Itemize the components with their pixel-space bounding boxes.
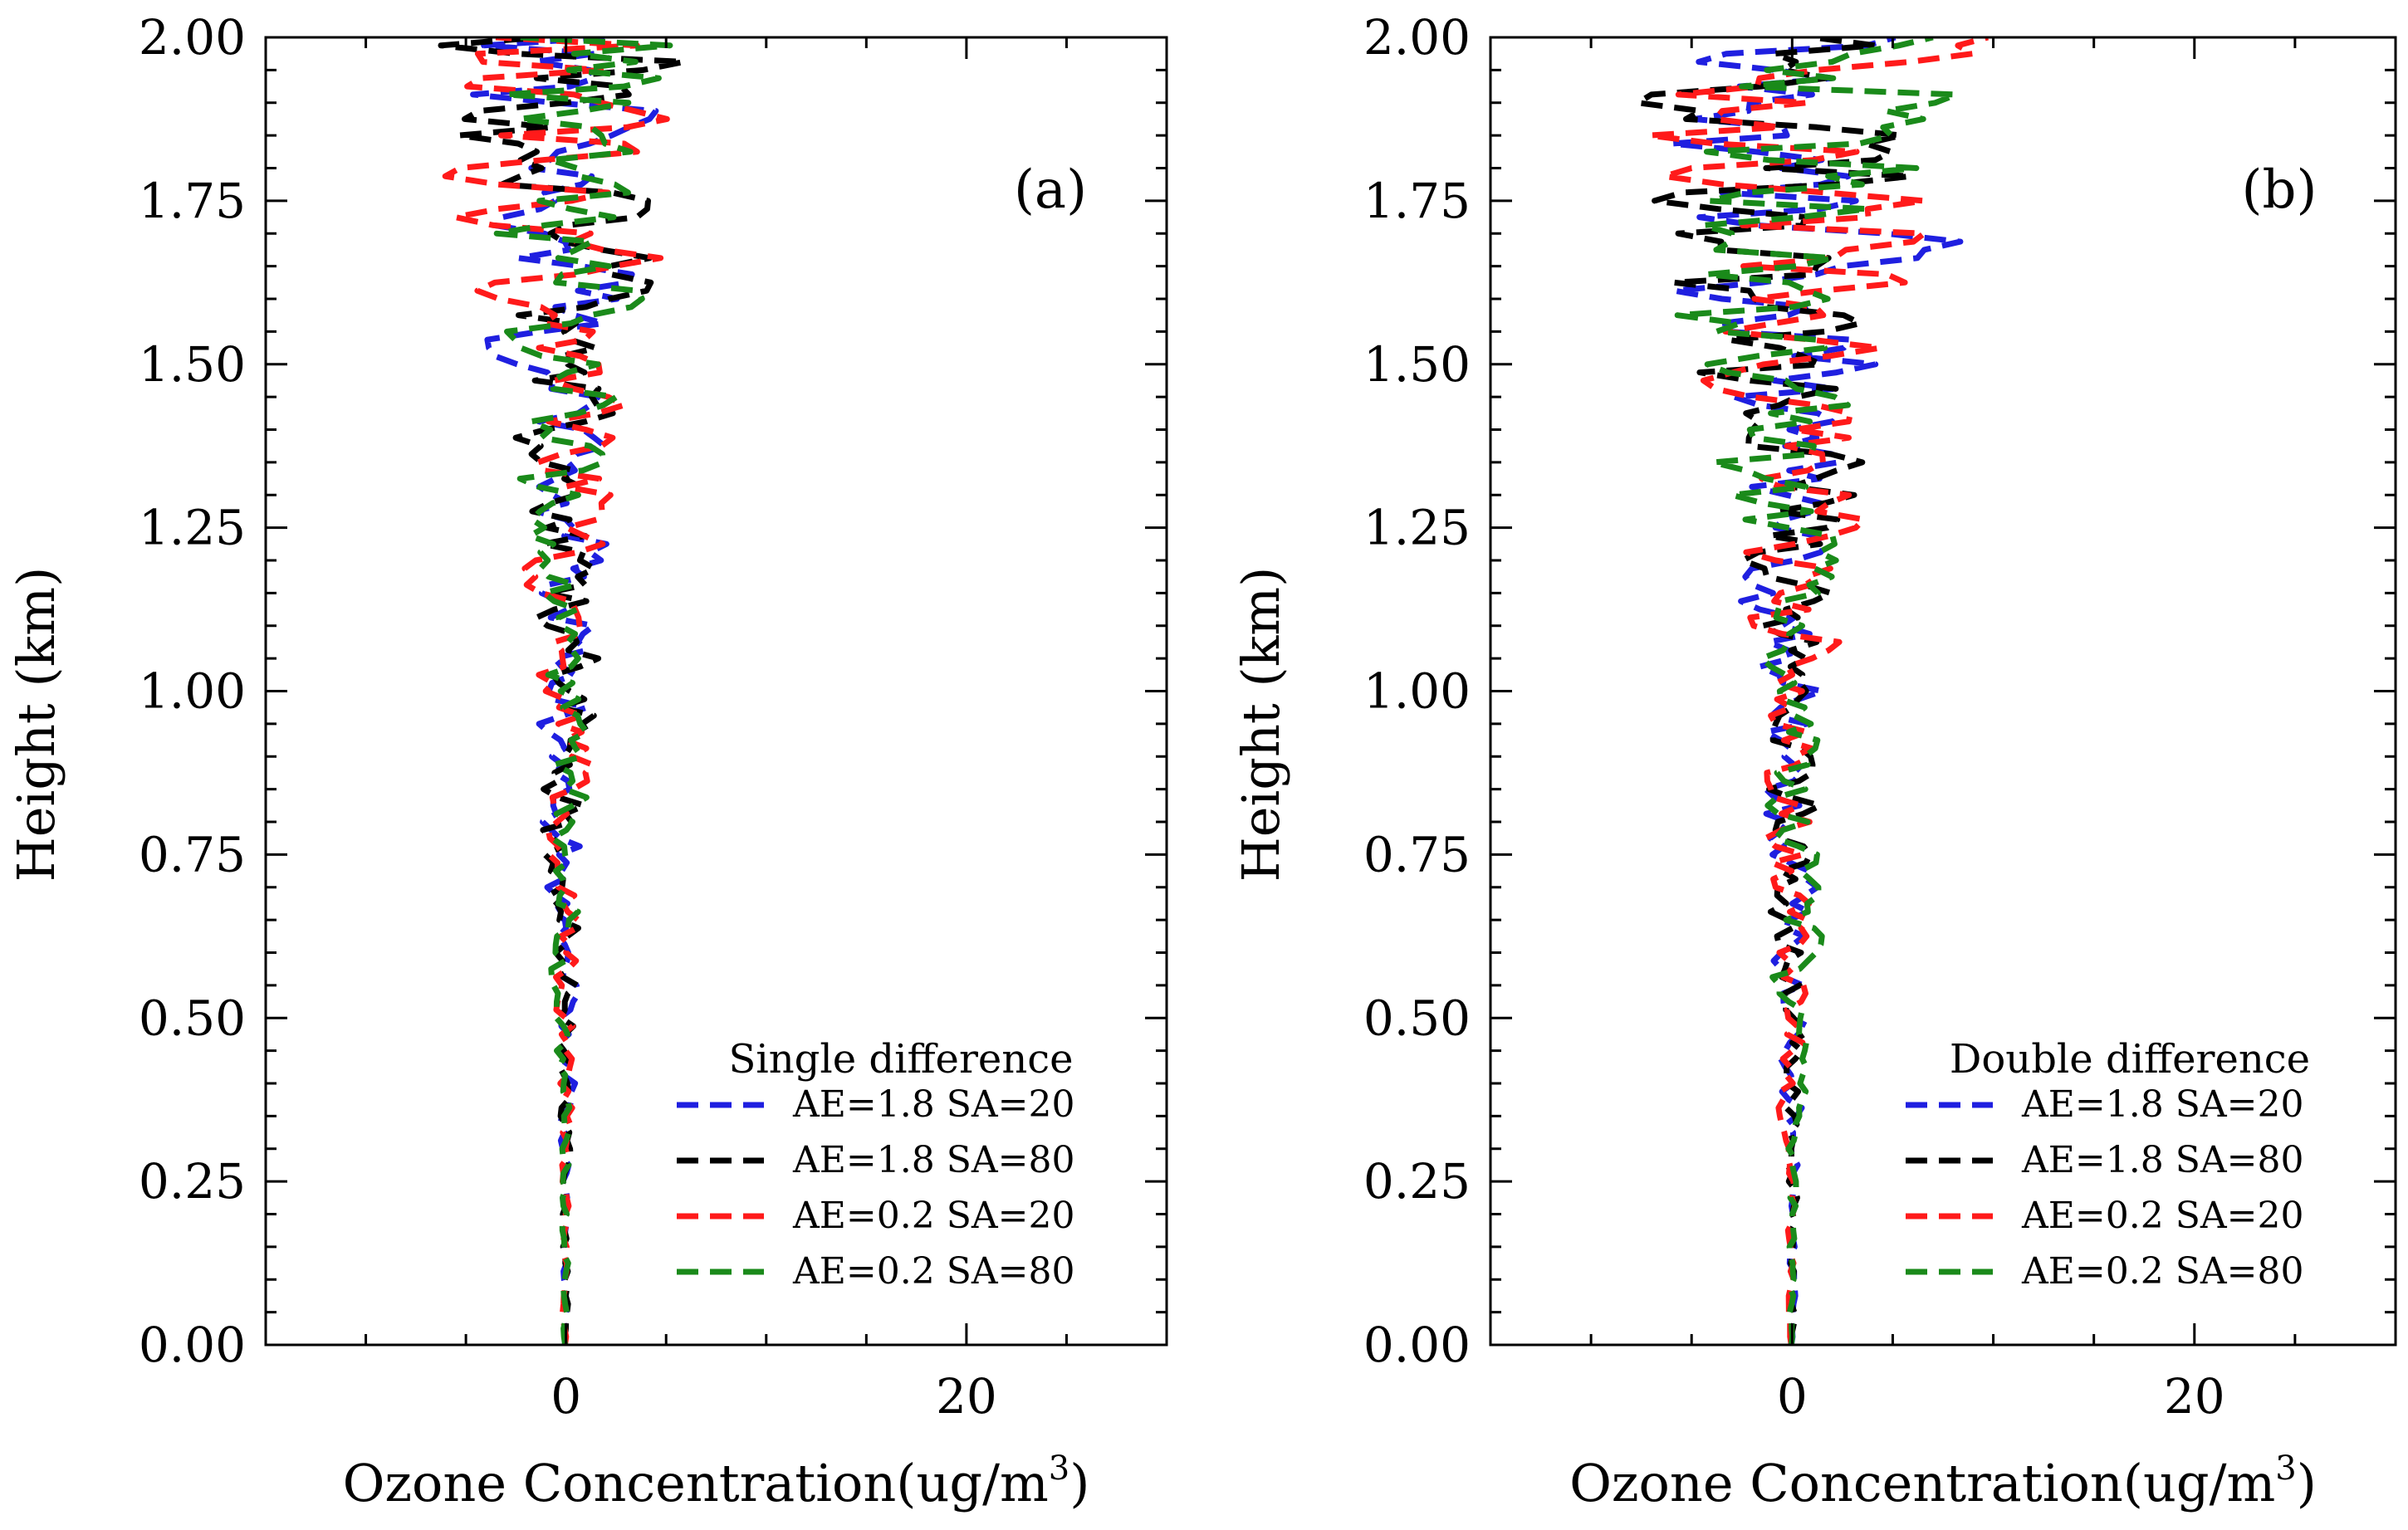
legend-entry-4: AE=0.2 SA=80: [2021, 1250, 2304, 1293]
series-line-2: [1635, 37, 1914, 1345]
y-tick-label: 2.00: [139, 9, 246, 66]
y-tick-label: 1.00: [1363, 663, 1471, 720]
series-group: [1635, 37, 1990, 1345]
x-axis-title-main: Ozone Concentration(ug/m: [343, 1453, 1049, 1513]
x-axis-title-sup: 3: [1049, 1449, 1069, 1488]
series-line-3: [1646, 37, 1990, 1345]
legend-title: Single difference: [728, 1036, 1073, 1083]
legend-entry-1: AE=1.8 SA=20: [792, 1083, 1075, 1126]
series-line-1: [1668, 37, 1964, 1345]
legend-entry-1: AE=1.8 SA=20: [2021, 1083, 2304, 1126]
legend-entry-2: AE=1.8 SA=80: [792, 1139, 1075, 1181]
legend-entry-3: AE=0.2 SA=20: [792, 1195, 1075, 1237]
x-axis-title: Ozone Concentration(ug/m3): [343, 1449, 1090, 1513]
legend-entry-4: AE=0.2 SA=80: [792, 1250, 1075, 1293]
y-tick-label: 1.75: [1363, 173, 1471, 229]
x-axis-title-sup: 3: [2275, 1449, 2296, 1488]
series-line-3: [442, 37, 670, 1345]
y-tick-label: 1.00: [139, 663, 246, 720]
x-axis-title-end: ): [2297, 1453, 2317, 1513]
series-line-1: [470, 37, 659, 1345]
y-axis-title: Height (km): [1231, 567, 1291, 882]
legend-entry-2: AE=1.8 SA=80: [2021, 1139, 2304, 1181]
x-axis-title-main: Ozone Concentration(ug/m: [1569, 1453, 2275, 1513]
x-axis-title: Ozone Concentration(ug/m3): [1569, 1449, 2317, 1513]
y-tick-label: 1.50: [139, 336, 246, 393]
y-axis-title: Height (km): [6, 567, 66, 882]
y-tick-label: 0.75: [1363, 826, 1471, 882]
y-tick-label: 1.25: [139, 500, 246, 556]
panel-label: (b): [2242, 159, 2317, 221]
y-tick-label: 1.25: [1363, 500, 1471, 556]
y-tick-label: 1.75: [139, 173, 246, 229]
y-tick-label: 0.50: [139, 990, 246, 1046]
panel-b: 0.00 0.25 0.50 0.75 1.00 1.25 1.50 1.75 2.00 0 20 O…: [1231, 9, 2397, 1513]
series-line-4: [493, 37, 673, 1345]
series-line-4: [1674, 37, 1960, 1345]
y-tick-label: 0.25: [139, 1153, 246, 1210]
x-tick-label: 0: [551, 1368, 581, 1425]
x-tick-label: 20: [936, 1368, 997, 1425]
series-group: [438, 37, 688, 1345]
y-tick-label: 0.00: [1363, 1317, 1471, 1373]
y-tick-label: 0.50: [1363, 990, 1471, 1046]
y-tick-label: 1.50: [1363, 336, 1471, 393]
legend-entry-3: AE=0.2 SA=20: [2021, 1195, 2304, 1237]
x-axis-title-end: ): [1069, 1453, 1089, 1513]
legend-title: Double difference: [1950, 1036, 2310, 1083]
x-tick-label: 20: [2164, 1368, 2225, 1425]
panel-label: (a): [1014, 159, 1087, 221]
y-tick-label: 0.75: [139, 826, 246, 882]
y-tick-label: 0.25: [1363, 1153, 1471, 1210]
x-tick-label: 0: [1777, 1368, 1808, 1425]
y-tick-label: 0.00: [139, 1317, 246, 1373]
series-line-2: [438, 37, 688, 1345]
panel-a: 0.00 0.25 0.50 0.75 1.00 1.25 1.50 1.75 2.00 0 20 O…: [6, 9, 1168, 1513]
y-tick-label: 2.00: [1363, 9, 1471, 66]
